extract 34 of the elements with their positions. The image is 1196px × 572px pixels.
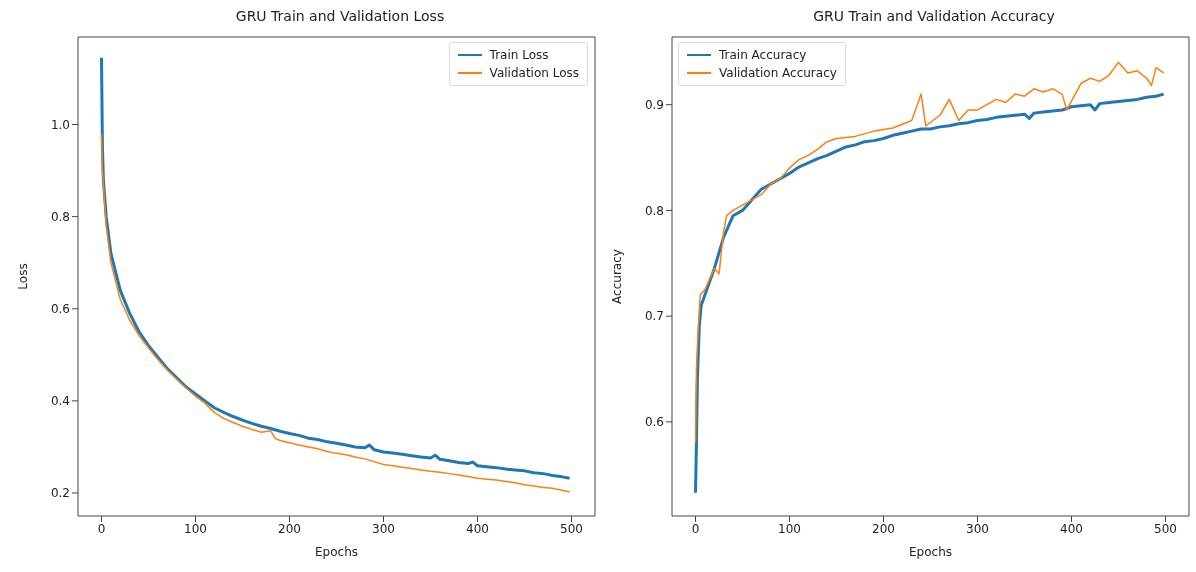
y-tick-label: 1.0 <box>50 117 70 132</box>
legend-label: Train Loss <box>489 47 549 64</box>
x-tick-label: 400 <box>466 521 489 536</box>
x-tick-label: 300 <box>372 521 395 536</box>
y-tick-label: 0.6 <box>644 415 664 430</box>
y-tick-label: 0.2 <box>50 486 70 501</box>
y-tick-label: 0.8 <box>644 203 664 218</box>
line-series <box>694 61 1165 444</box>
y-tick-label: 0.6 <box>50 302 70 316</box>
y-tick-label: 0.4 <box>50 394 70 409</box>
line-series <box>100 132 571 493</box>
y-tick-label: 0.7 <box>644 309 664 324</box>
x-tick-label: 500 <box>560 521 583 536</box>
x-tick-label: 100 <box>184 521 207 536</box>
chart-title: GRU Train and Validation Accuracy <box>812 8 1056 26</box>
x-axis-title: Epochs <box>909 545 952 559</box>
legend-label: Validation Accuracy <box>719 65 837 82</box>
x-tick-label: 400 <box>1060 521 1083 536</box>
x-tick-label: 200 <box>872 521 895 536</box>
x-tick-label: 300 <box>966 521 989 536</box>
x-tick-label: 0 <box>97 521 106 536</box>
x-tick-label: 100 <box>778 521 801 536</box>
y-tick-label: 0.8 <box>50 209 70 224</box>
y-axis-title: Accuracy <box>610 249 625 304</box>
x-tick-label: 200 <box>278 521 301 536</box>
line-series <box>694 92 1166 495</box>
chart-title: GRU Train and Validation Loss <box>234 8 446 26</box>
x-tick-label: 0 <box>691 521 700 536</box>
x-tick-label: 500 <box>1154 521 1177 536</box>
y-axis-title: Loss <box>16 263 31 290</box>
legend-label: Train Accuracy <box>719 47 807 64</box>
x-axis-title: Epochs <box>315 545 358 559</box>
y-tick-label: 0.9 <box>644 97 664 112</box>
legend-label: Validation Loss <box>489 65 579 82</box>
